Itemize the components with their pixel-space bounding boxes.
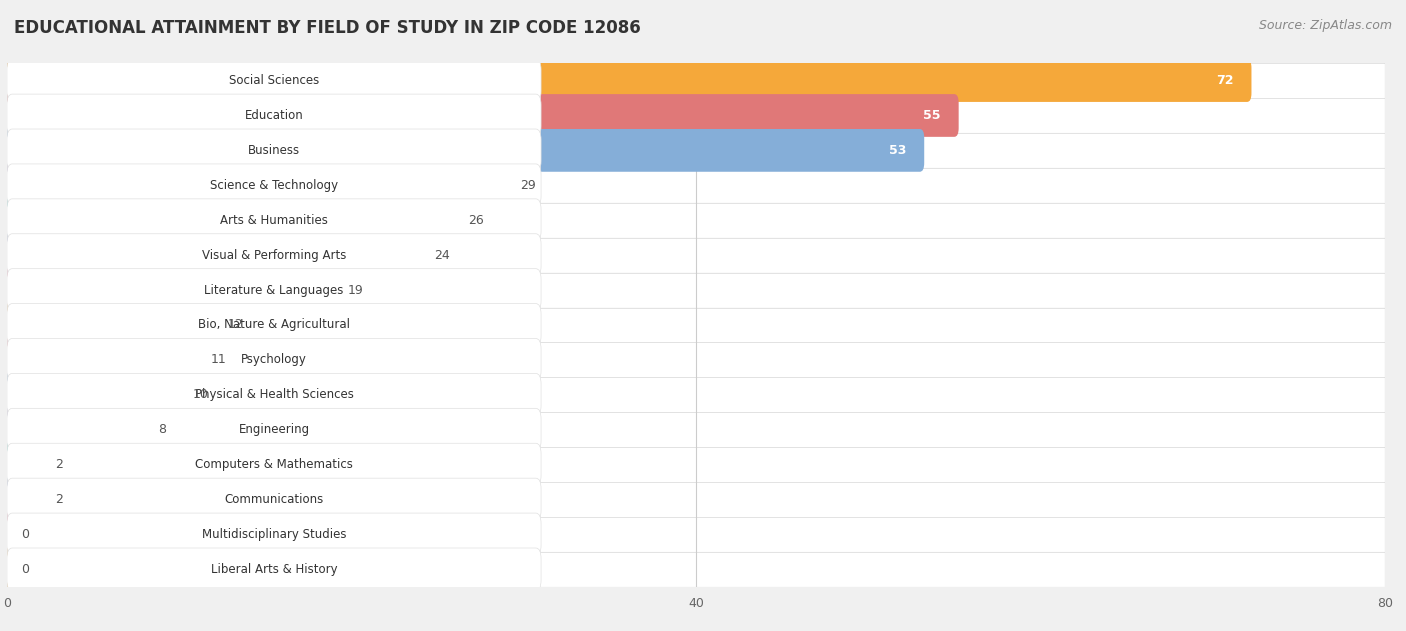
Text: Social Sciences: Social Sciences: [229, 74, 319, 87]
Text: 12: 12: [228, 319, 243, 331]
FancyBboxPatch shape: [3, 374, 184, 416]
FancyBboxPatch shape: [3, 408, 149, 451]
Text: Computers & Mathematics: Computers & Mathematics: [195, 458, 353, 471]
FancyBboxPatch shape: [7, 513, 541, 556]
FancyBboxPatch shape: [7, 408, 541, 451]
FancyBboxPatch shape: [7, 447, 1385, 482]
FancyBboxPatch shape: [3, 443, 46, 486]
FancyBboxPatch shape: [7, 238, 1385, 273]
Text: Physical & Health Sciences: Physical & Health Sciences: [194, 388, 353, 401]
FancyBboxPatch shape: [7, 129, 541, 172]
Text: 24: 24: [434, 249, 450, 262]
FancyBboxPatch shape: [3, 233, 425, 276]
FancyBboxPatch shape: [7, 94, 541, 137]
FancyBboxPatch shape: [3, 304, 218, 346]
Text: Science & Technology: Science & Technology: [209, 179, 337, 192]
Text: 19: 19: [349, 283, 364, 297]
FancyBboxPatch shape: [7, 233, 541, 276]
FancyBboxPatch shape: [7, 343, 1385, 377]
Text: 8: 8: [159, 423, 166, 436]
FancyBboxPatch shape: [7, 59, 541, 102]
FancyBboxPatch shape: [7, 412, 1385, 447]
FancyBboxPatch shape: [3, 548, 20, 591]
Text: Engineering: Engineering: [239, 423, 309, 436]
FancyBboxPatch shape: [7, 168, 1385, 203]
FancyBboxPatch shape: [7, 548, 541, 591]
FancyBboxPatch shape: [7, 478, 541, 521]
FancyBboxPatch shape: [7, 203, 1385, 238]
FancyBboxPatch shape: [7, 164, 541, 207]
FancyBboxPatch shape: [7, 269, 541, 312]
Text: 11: 11: [211, 353, 226, 367]
FancyBboxPatch shape: [3, 164, 510, 207]
FancyBboxPatch shape: [7, 517, 1385, 552]
FancyBboxPatch shape: [7, 199, 541, 242]
FancyBboxPatch shape: [3, 199, 460, 242]
Text: Multidisciplinary Studies: Multidisciplinary Studies: [201, 528, 346, 541]
FancyBboxPatch shape: [3, 269, 339, 312]
FancyBboxPatch shape: [7, 304, 541, 346]
Text: 0: 0: [21, 563, 28, 576]
Text: Arts & Humanities: Arts & Humanities: [221, 214, 328, 227]
Text: Education: Education: [245, 109, 304, 122]
Text: Literature & Languages: Literature & Languages: [204, 283, 343, 297]
FancyBboxPatch shape: [3, 59, 1251, 102]
Text: EDUCATIONAL ATTAINMENT BY FIELD OF STUDY IN ZIP CODE 12086: EDUCATIONAL ATTAINMENT BY FIELD OF STUDY…: [14, 19, 641, 37]
Text: Visual & Performing Arts: Visual & Performing Arts: [202, 249, 346, 262]
Text: Business: Business: [247, 144, 299, 157]
FancyBboxPatch shape: [7, 552, 1385, 587]
FancyBboxPatch shape: [3, 94, 959, 137]
Text: 0: 0: [21, 528, 28, 541]
Text: Liberal Arts & History: Liberal Arts & History: [211, 563, 337, 576]
FancyBboxPatch shape: [7, 443, 541, 486]
FancyBboxPatch shape: [7, 338, 541, 381]
Text: 2: 2: [55, 493, 63, 506]
Text: 29: 29: [520, 179, 536, 192]
FancyBboxPatch shape: [7, 273, 1385, 307]
FancyBboxPatch shape: [3, 513, 20, 556]
FancyBboxPatch shape: [3, 129, 924, 172]
FancyBboxPatch shape: [7, 377, 1385, 412]
Text: 10: 10: [193, 388, 209, 401]
Text: 26: 26: [468, 214, 485, 227]
Text: 55: 55: [924, 109, 941, 122]
Text: Source: ZipAtlas.com: Source: ZipAtlas.com: [1258, 19, 1392, 32]
FancyBboxPatch shape: [7, 98, 1385, 133]
Text: 53: 53: [889, 144, 905, 157]
Text: Bio, Nature & Agricultural: Bio, Nature & Agricultural: [198, 319, 350, 331]
FancyBboxPatch shape: [3, 338, 201, 381]
FancyBboxPatch shape: [7, 482, 1385, 517]
FancyBboxPatch shape: [7, 63, 1385, 98]
FancyBboxPatch shape: [7, 374, 541, 416]
FancyBboxPatch shape: [3, 478, 46, 521]
FancyBboxPatch shape: [7, 307, 1385, 343]
Text: 2: 2: [55, 458, 63, 471]
FancyBboxPatch shape: [7, 133, 1385, 168]
Text: Psychology: Psychology: [240, 353, 307, 367]
Text: Communications: Communications: [225, 493, 323, 506]
Text: 72: 72: [1216, 74, 1233, 87]
